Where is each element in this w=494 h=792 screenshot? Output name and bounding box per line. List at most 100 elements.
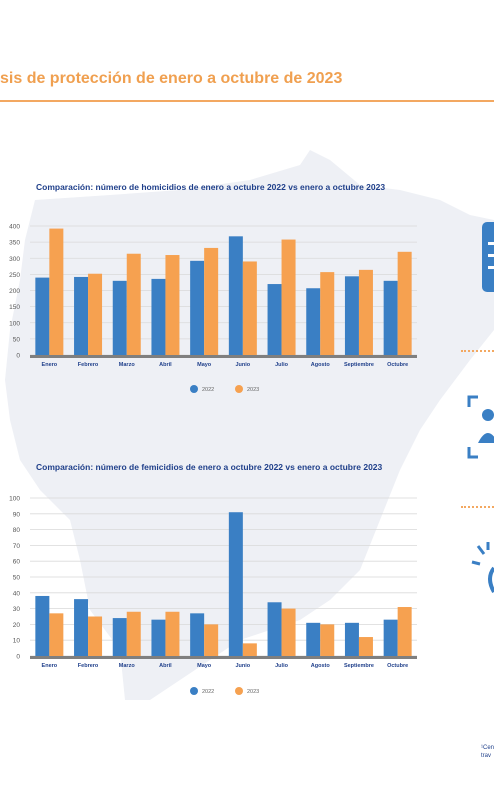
bar-2022-junio (228, 236, 243, 355)
x-tick-label: Agosto (311, 362, 331, 368)
bar-2023-mayo (204, 247, 219, 355)
x-tick-label: Mayo (197, 362, 212, 368)
bar-2022-agosto (306, 288, 321, 355)
y-tick-label: 250 (9, 272, 20, 279)
x-tick-label: Enero (42, 663, 58, 669)
bar-2022-enero (35, 277, 50, 355)
bar-2022-julio (267, 602, 282, 656)
y-tick-label: 50 (13, 336, 21, 343)
bar-2022-abril (151, 619, 166, 656)
y-tick-label: 80 (13, 527, 21, 534)
people-frame-icon (467, 395, 494, 459)
section-divider (461, 350, 494, 352)
bar-2023-septiembre (358, 269, 373, 355)
x-tick-label: Febrero (78, 362, 99, 368)
bar-2022-febrero (74, 599, 89, 656)
bar-2022-enero (35, 595, 50, 656)
x-tick-label: Julio (275, 663, 288, 669)
bar-2023-febrero (88, 616, 103, 656)
y-tick-label: 400 (9, 224, 20, 231)
y-tick-label: 100 (9, 496, 20, 503)
bar-2023-enero (49, 228, 64, 355)
bar-2023-junio (242, 643, 257, 656)
bar-2023-octubre (397, 607, 412, 656)
legend-marker-2022 (190, 385, 198, 393)
y-tick-label: 50 (13, 575, 21, 582)
bar-2022-octubre (383, 280, 398, 355)
y-tick-label: 300 (9, 256, 20, 263)
x-tick-label: Octubre (387, 362, 408, 368)
bar-2023-enero (49, 613, 64, 656)
bar-2023-junio (242, 261, 257, 355)
x-tick-label: Junio (236, 362, 251, 368)
y-tick-label: 90 (13, 511, 21, 518)
x-tick-label: Enero (42, 362, 58, 368)
x-tick-label: Mayo (197, 663, 212, 669)
bar-2023-abril (165, 611, 180, 656)
document-list-icon (482, 222, 494, 292)
legend-label-2023: 2023 (247, 387, 259, 393)
y-tick-label: 60 (13, 559, 21, 566)
x-tick-label: Agosto (311, 663, 331, 669)
x-tick-label: Septiembre (344, 362, 374, 368)
x-tick-label: Marzo (119, 663, 136, 669)
x-axis-baseline (30, 355, 417, 358)
bar-2022-marzo (112, 618, 127, 656)
chart-title-homicidios: Comparación: número de homicidios de ene… (36, 182, 386, 192)
bar-2022-mayo (190, 613, 205, 656)
legend-marker-2023 (235, 687, 243, 695)
bar-2023-abril (165, 255, 180, 355)
x-tick-label: Junio (236, 663, 251, 669)
bar-2022-junio (228, 512, 243, 656)
sun-person-icon (471, 542, 494, 593)
x-tick-label: Abril (159, 362, 172, 368)
legend-label-2022: 2022 (202, 387, 214, 393)
title-divider (0, 100, 494, 102)
y-tick-label: 100 (9, 320, 20, 327)
y-tick-label: 70 (13, 543, 21, 550)
y-tick-label: 0 (16, 654, 20, 661)
y-tick-label: 0 (16, 353, 20, 360)
y-tick-label: 200 (9, 288, 20, 295)
bar-2023-marzo (126, 611, 141, 656)
bar-2022-septiembre (344, 622, 359, 656)
x-tick-label: Marzo (119, 362, 136, 368)
homicidios-bar-chart: 0 50 100 150 200 250 300 350 400 Enero Febrero Marz… (9, 224, 417, 393)
legend-marker-2023 (235, 385, 243, 393)
y-tick-label: 10 (13, 638, 21, 645)
x-tick-label: Febrero (78, 663, 99, 669)
section-divider (461, 506, 494, 508)
footnote: ¹Cen trav (481, 744, 494, 760)
x-tick-label: Julio (275, 362, 288, 368)
x-tick-label: Abril (159, 663, 172, 669)
femicidios-bar-chart: 0 10 20 30 40 50 60 70 80 90 100 Enero Febrero Marzo A… (9, 496, 417, 695)
bar-2023-octubre (397, 251, 412, 355)
y-tick-label: 30 (13, 606, 21, 613)
bar-2022-agosto (306, 622, 321, 656)
bar-2022-septiembre (344, 276, 359, 355)
bar-2023-septiembre (358, 637, 373, 656)
y-tick-label: 350 (9, 240, 20, 247)
bar-2022-abril (151, 278, 166, 355)
legend-label-2023: 2023 (247, 689, 259, 695)
y-tick-label: 40 (13, 590, 21, 597)
bar-2022-marzo (112, 280, 127, 355)
legend-label-2022: 2022 (202, 689, 214, 695)
bar-2022-mayo (190, 260, 205, 355)
page-title: sis de protección de enero a octubre de … (0, 70, 343, 87)
x-tick-label: Octubre (387, 663, 408, 669)
bar-2022-febrero (74, 276, 89, 355)
y-tick-label: 20 (13, 622, 21, 629)
bar-2022-julio (267, 284, 282, 355)
chart-title-femicidios: Comparación: número de femicidios de ene… (36, 462, 383, 472)
bar-2023-marzo (126, 253, 141, 355)
footnote-line: trav (481, 753, 492, 759)
footnote-line: ¹Cen (481, 745, 494, 751)
bar-2023-mayo (204, 624, 219, 656)
y-tick-label: 150 (9, 304, 20, 311)
x-tick-label: Septiembre (344, 663, 374, 669)
bar-2023-febrero (88, 273, 103, 355)
x-axis-baseline (30, 656, 417, 659)
bar-2022-octubre (383, 619, 398, 656)
legend-marker-2022 (190, 687, 198, 695)
